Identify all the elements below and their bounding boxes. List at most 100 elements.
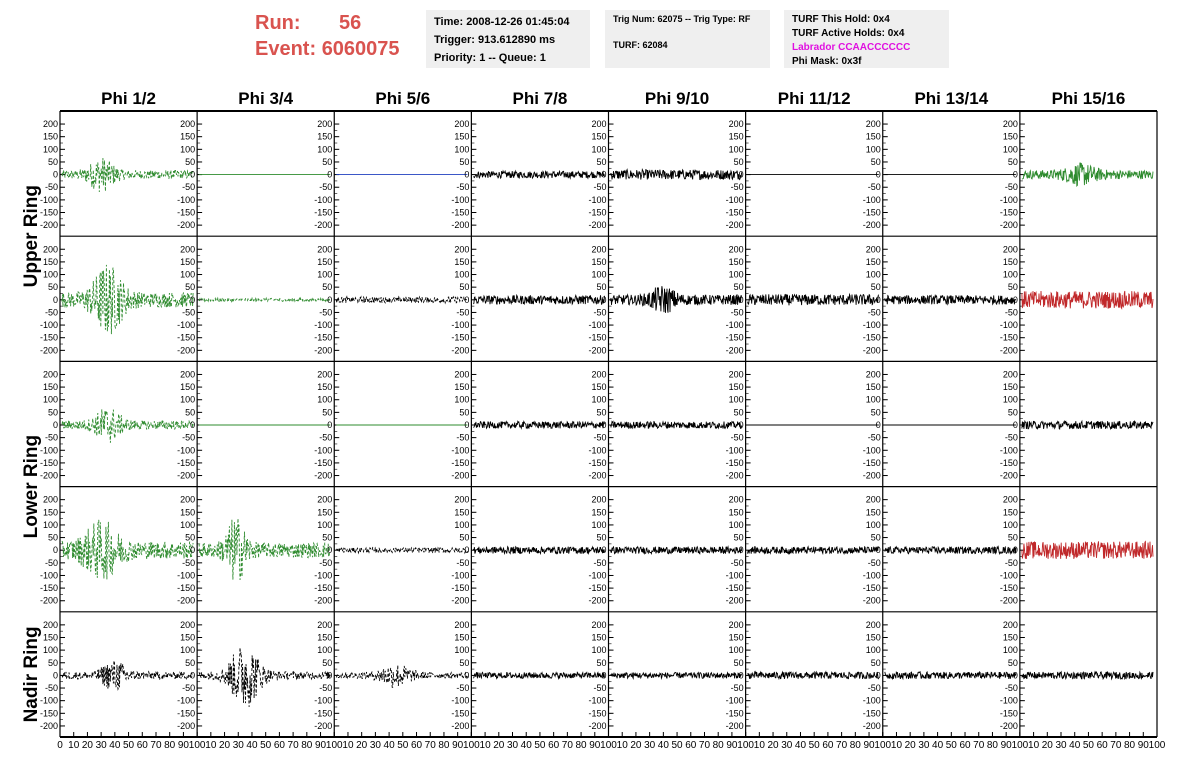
y-tick-label: 0 [739, 420, 744, 430]
y-tick-label: 100 [866, 270, 881, 280]
y-tick-label: 0 [1013, 420, 1018, 430]
y-tick-label: -150 [1000, 208, 1018, 218]
y-tick-label: -200 [1000, 220, 1018, 230]
waveform-trace [61, 519, 194, 580]
y-tick-label: 150 [866, 507, 881, 517]
y-tick-label: 50 [871, 157, 881, 167]
y-tick-label: 0 [876, 670, 881, 680]
y-tick-label: -50 [731, 307, 744, 317]
y-tick-label: 0 [327, 295, 332, 305]
y-tick-label: -200 [40, 721, 58, 731]
y-tick-label: 50 [1008, 533, 1018, 543]
y-tick-label: -150 [451, 208, 469, 218]
x-tick-label: 100 [874, 740, 891, 751]
y-tick-label: 150 [43, 132, 58, 142]
y-tick-label: 150 [1003, 632, 1018, 642]
x-tick-label: 80 [438, 740, 450, 751]
column-title: Phi 5/6 [375, 89, 430, 108]
y-tick-label: 150 [729, 257, 744, 267]
x-tick-label: 50 [123, 740, 135, 751]
y-tick-label: -100 [314, 320, 332, 330]
y-tick-label: 150 [454, 132, 469, 142]
x-tick-label: 40 [521, 740, 533, 751]
y-tick-label: 150 [591, 382, 606, 392]
y-tick-label: -150 [40, 208, 58, 218]
waveform-trace [1021, 540, 1154, 559]
y-tick-label: 200 [180, 620, 195, 630]
y-tick-label: -50 [45, 307, 58, 317]
y-tick-label: 200 [729, 495, 744, 505]
waveform-trace [1021, 419, 1154, 431]
y-tick-label: -150 [588, 208, 606, 218]
y-tick-label: 0 [601, 420, 606, 430]
y-tick-label: 50 [596, 658, 606, 668]
y-tick-label: 150 [729, 632, 744, 642]
y-tick-label: -200 [1000, 596, 1018, 606]
y-tick-label: -150 [314, 208, 332, 218]
y-tick-label: 100 [866, 520, 881, 530]
x-tick-label: 20 [630, 740, 642, 751]
waveform-trace [1021, 290, 1154, 310]
x-tick-label: 70 [288, 740, 300, 751]
y-tick-label: -50 [319, 307, 332, 317]
y-tick-label: 100 [729, 395, 744, 405]
y-tick-label: -100 [863, 696, 881, 706]
x-tick-label: 20 [493, 740, 505, 751]
y-tick-label: 200 [729, 119, 744, 129]
y-tick-label: 0 [464, 295, 469, 305]
y-tick-label: 50 [459, 157, 469, 167]
y-tick-label: -150 [726, 583, 744, 593]
y-tick-label: 50 [322, 282, 332, 292]
y-tick-label: 0 [190, 545, 195, 555]
y-tick-label: 0 [739, 295, 744, 305]
y-tick-label: 100 [43, 645, 58, 655]
y-tick-label: -100 [726, 445, 744, 455]
y-tick-label: -50 [868, 307, 881, 317]
y-tick-label: 150 [180, 632, 195, 642]
y-tick-label: 50 [734, 533, 744, 543]
turf-text: TURF: 62084 [613, 40, 668, 50]
y-tick-label: 150 [180, 507, 195, 517]
y-tick-label: 200 [180, 369, 195, 379]
y-tick-label: 150 [729, 132, 744, 142]
y-tick-label: 50 [459, 658, 469, 668]
y-tick-label: 0 [327, 670, 332, 680]
waveform-trace [610, 420, 743, 430]
y-tick-label: -100 [451, 320, 469, 330]
x-tick-label: 80 [850, 740, 862, 751]
y-tick-label: 50 [185, 282, 195, 292]
y-tick-label: 50 [1008, 658, 1018, 668]
y-tick-label: -50 [593, 307, 606, 317]
y-tick-label: -100 [177, 320, 195, 330]
y-tick-label: -100 [314, 445, 332, 455]
y-tick-label: 100 [454, 270, 469, 280]
y-tick-label: -100 [177, 445, 195, 455]
x-tick-label: 40 [109, 740, 121, 751]
y-tick-label: -100 [314, 696, 332, 706]
y-tick-label: 100 [729, 270, 744, 280]
y-tick-label: 50 [322, 658, 332, 668]
y-tick-label: -50 [45, 558, 58, 568]
y-tick-label: 200 [1003, 620, 1018, 630]
x-tick-label: 90 [452, 740, 464, 751]
y-tick-label: 0 [876, 295, 881, 305]
y-tick-label: -200 [588, 220, 606, 230]
y-tick-label: 150 [317, 382, 332, 392]
y-tick-label: 50 [1008, 282, 1018, 292]
y-tick-label: -150 [863, 458, 881, 468]
y-tick-label: 0 [739, 545, 744, 555]
waveform-trace [198, 518, 331, 580]
x-tick-label: 20 [905, 740, 917, 751]
waveform-trace [610, 286, 743, 313]
y-tick-label: -200 [314, 345, 332, 355]
y-tick-label: 100 [866, 645, 881, 655]
x-tick-label: 30 [1055, 740, 1067, 751]
waveform-trace [61, 409, 194, 443]
y-tick-label: -200 [451, 345, 469, 355]
y-tick-label: 200 [729, 369, 744, 379]
y-tick-label: 150 [317, 257, 332, 267]
x-tick-label: 10 [342, 740, 354, 751]
y-tick-label: 200 [317, 369, 332, 379]
y-tick-label: -150 [588, 583, 606, 593]
y-tick-label: 100 [591, 144, 606, 154]
